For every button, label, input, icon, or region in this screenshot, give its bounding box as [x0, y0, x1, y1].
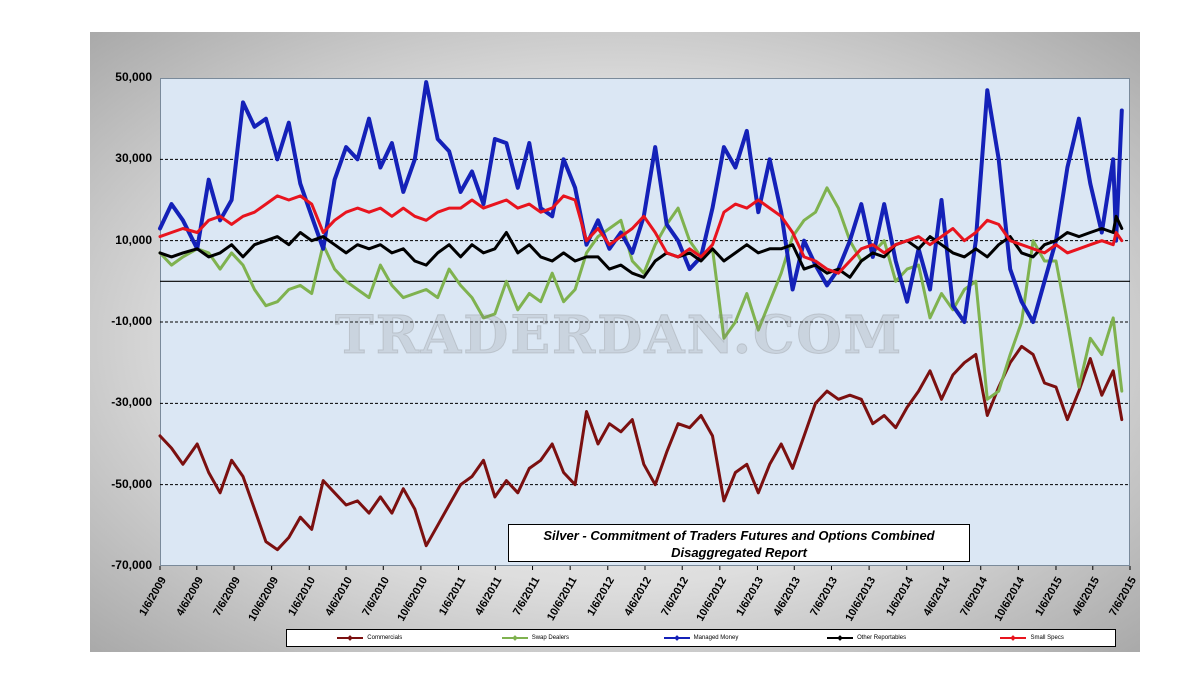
chart-title-line-1: Silver - Commitment of Traders Futures a…	[543, 528, 935, 543]
legend-label: Managed Money	[693, 635, 739, 641]
chart-title-line-2: Disaggregated Report	[671, 545, 807, 560]
y-tick-label: -10,000	[111, 314, 152, 328]
y-tick-label: -30,000	[111, 395, 152, 410]
y-tick-label: 50,000	[115, 70, 152, 84]
legend-swatch	[501, 637, 528, 639]
legend-swatch	[827, 637, 854, 639]
legend-label: Small Specs	[1030, 635, 1064, 641]
legend-label: Other Reportables	[857, 635, 907, 641]
y-tick-label: 10,000	[115, 232, 152, 247]
legend-entry: Small Specs	[949, 635, 1115, 641]
watermark: TRADERDAN.COM	[335, 305, 904, 367]
legend-entry: Managed Money	[618, 635, 784, 641]
legend-label: Commercials	[367, 635, 403, 641]
series-line-other-reportables	[158, 214, 1124, 279]
legend-swatch	[663, 637, 690, 639]
legend-swatch	[337, 637, 364, 639]
legend-entry: Other Reportables	[784, 635, 950, 641]
y-tick-label: 30,000	[115, 151, 152, 166]
y-tick-label: -70,000	[111, 558, 152, 572]
legend: Commercials Swap Dealers Managed Money Othe…	[286, 629, 1116, 647]
legend-entry: Swap Dealers	[453, 635, 619, 641]
legend-swatch	[1000, 637, 1027, 639]
legend-label: Swap Dealers	[531, 635, 570, 641]
y-tick-label: -50,000	[111, 476, 152, 491]
series-line-commercials	[158, 344, 1124, 552]
chart-title: Silver - Commitment of Traders Futures a…	[508, 524, 970, 562]
series-line-small-specs	[158, 194, 1124, 275]
legend-entry: Commercials	[287, 635, 453, 641]
